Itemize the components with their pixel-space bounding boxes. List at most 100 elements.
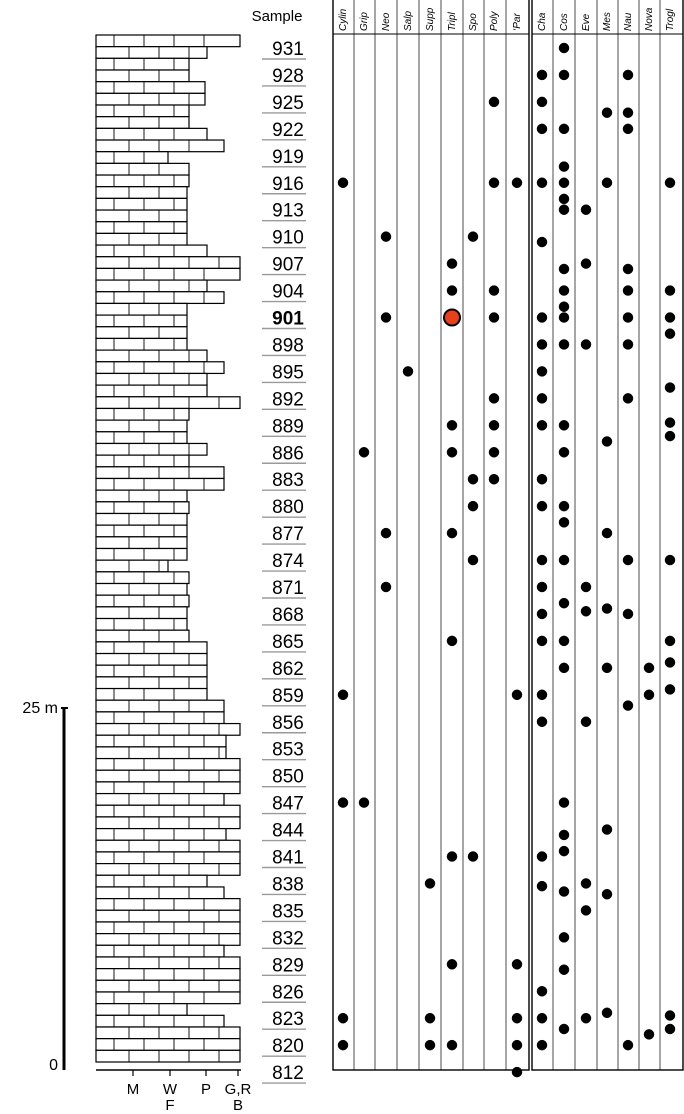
lithology-bed <box>95 197 188 211</box>
occurrence-dot <box>536 986 548 997</box>
taxon-label: Cylin <box>338 8 349 31</box>
taxon-label: Neo <box>381 12 392 31</box>
sample-label: 907 <box>272 255 304 276</box>
lithology-bed <box>95 291 225 305</box>
sample-label: 916 <box>272 174 304 195</box>
lithology-bed <box>95 326 188 340</box>
occurrence-dot <box>467 231 479 242</box>
taxon-labels: Cylin Grip Neo Salp Supp Tripl Spo Poly ‘Par Cha C… <box>338 7 676 31</box>
occurrence-dot <box>536 312 548 323</box>
occurrence-dot <box>622 285 634 296</box>
sample-label: 865 <box>272 632 304 653</box>
occurrence-dot <box>536 69 548 81</box>
sample-label: 835 <box>272 901 304 922</box>
occurrence-dot <box>558 447 570 458</box>
occurrence-dot <box>446 447 458 458</box>
occurrence-dot <box>402 366 414 377</box>
occurrence-dot <box>446 851 458 862</box>
lithology-bed <box>95 524 188 538</box>
texture-label-bottom: B <box>233 1097 243 1114</box>
occurrence-dot <box>488 96 500 108</box>
taxon-label: Trogl <box>665 8 676 31</box>
occurrence-dot <box>558 204 570 215</box>
occurrence-dot <box>488 285 500 296</box>
occurrence-dot <box>558 554 570 566</box>
occurrence-dot <box>601 824 613 835</box>
occurrence-dot <box>622 554 634 566</box>
occurrence-dot <box>558 301 570 312</box>
occurrence-dot <box>601 603 613 614</box>
occurrence-dot <box>558 1023 570 1035</box>
occurrence-dot <box>536 96 548 108</box>
occurrence-dot <box>536 420 548 431</box>
occurrence-dot <box>380 581 392 593</box>
occurrence-dot <box>536 500 548 512</box>
occurrence-dot <box>580 905 592 916</box>
occurrence-dot <box>488 447 500 458</box>
lithology-bed <box>95 466 225 480</box>
occurrence-dot <box>558 263 570 275</box>
occurrence-dot <box>580 1012 592 1024</box>
occurrence-dot <box>488 473 500 485</box>
occurrence-dot <box>601 1007 613 1019</box>
occurrence-dot <box>467 851 479 862</box>
taxon-label: Grip <box>359 12 370 31</box>
sample-label: 892 <box>272 389 304 410</box>
occurrence-dot <box>558 177 570 188</box>
lithology-bed <box>95 139 225 153</box>
occurrence-dot <box>511 177 523 188</box>
occurrence-dot <box>446 285 458 296</box>
occurrence-dot <box>536 366 548 377</box>
lithology-bed <box>95 256 241 270</box>
occurrence-dot <box>446 959 458 970</box>
occurrence-dot <box>424 1039 436 1051</box>
sample-label: 847 <box>272 794 304 815</box>
lithology-bed <box>95 372 208 386</box>
lithology-bed <box>95 361 225 375</box>
occurrence-dot <box>511 1012 523 1024</box>
occurrence-dot <box>601 888 613 900</box>
occurrence-dot <box>536 1012 548 1024</box>
occurrence-dot <box>488 393 500 404</box>
occurrence-dot <box>622 123 634 135</box>
occurrence-dot <box>558 500 570 512</box>
occurrence-dot <box>622 69 634 81</box>
sample-label: 901 <box>272 309 304 330</box>
lithology-bed <box>95 734 227 748</box>
lithology-bed <box>95 711 225 725</box>
occurrence-dot <box>643 689 655 701</box>
occurrence-dot <box>536 473 548 485</box>
lithology-bed <box>95 571 190 585</box>
lithology-bed <box>95 933 241 946</box>
lithology-bed <box>95 314 188 328</box>
occurrence-dot <box>664 1010 676 1021</box>
lithology-bed <box>95 792 225 806</box>
sample-label: 931 <box>272 39 304 60</box>
occurrence-dot <box>558 845 570 857</box>
occurrence-dot <box>380 312 392 323</box>
sample-label: 880 <box>272 497 304 518</box>
occurrence-dot <box>536 689 548 701</box>
lithology-bed <box>95 34 241 48</box>
occurrence-dots <box>337 42 676 1078</box>
occurrence-dot <box>380 231 392 242</box>
lithology-bed <box>95 151 169 164</box>
lithology-bed <box>95 547 188 561</box>
lithology-bed <box>95 46 208 59</box>
lithology-bed <box>95 116 190 129</box>
lithology-bed <box>95 489 188 503</box>
lithology-bed <box>95 863 241 876</box>
occurrence-dot <box>488 312 500 323</box>
taxon-label: Cha <box>537 12 548 31</box>
occurrence-dot <box>536 581 548 593</box>
texture-label-bottom: F <box>165 1097 174 1114</box>
panel-right <box>531 0 684 1071</box>
lithology-bed <box>95 232 188 246</box>
sample-label: 832 <box>272 928 304 949</box>
occurrence-dot <box>446 1039 458 1051</box>
sample-label: 826 <box>272 982 304 1003</box>
occurrence-dot <box>558 662 570 674</box>
occurrence-dot <box>424 878 436 889</box>
sample-label: 904 <box>272 282 304 303</box>
occurrence-dot <box>536 393 548 404</box>
